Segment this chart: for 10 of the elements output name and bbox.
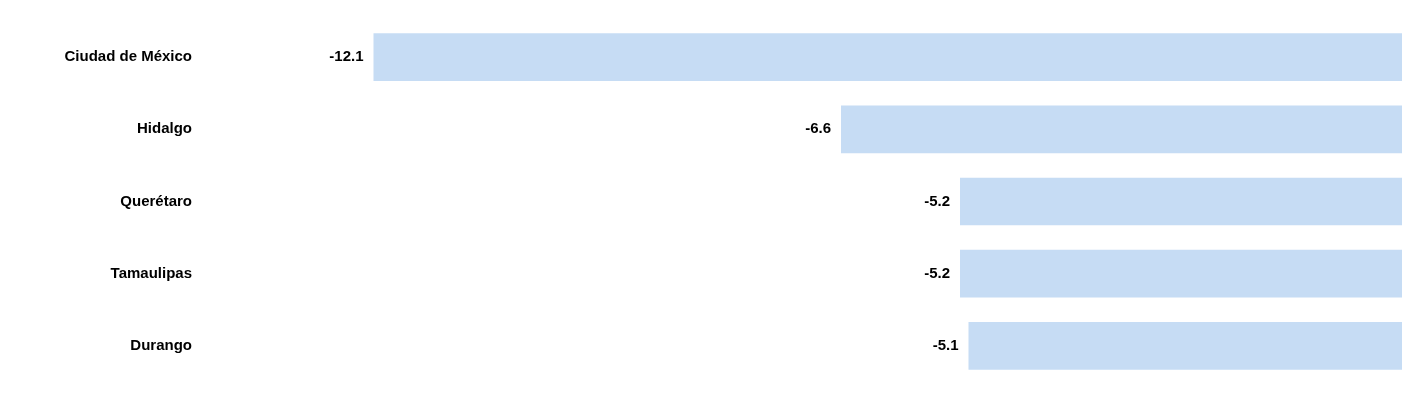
y-tick-label: Querétaro — [120, 191, 192, 209]
y-tick-label: Ciudad de México — [64, 47, 192, 65]
data-label: -5.1 — [932, 336, 959, 354]
data-label: -6.6 — [805, 119, 831, 137]
data-label: -12.1 — [329, 47, 364, 65]
y-tick-label: Durango — [130, 336, 192, 354]
data-label: -5.2 — [924, 191, 950, 209]
data-label: -5.2 — [924, 263, 950, 281]
y-tick-label: Hidalgo — [137, 119, 192, 137]
y-tick-label: Tamaulipas — [110, 263, 192, 281]
